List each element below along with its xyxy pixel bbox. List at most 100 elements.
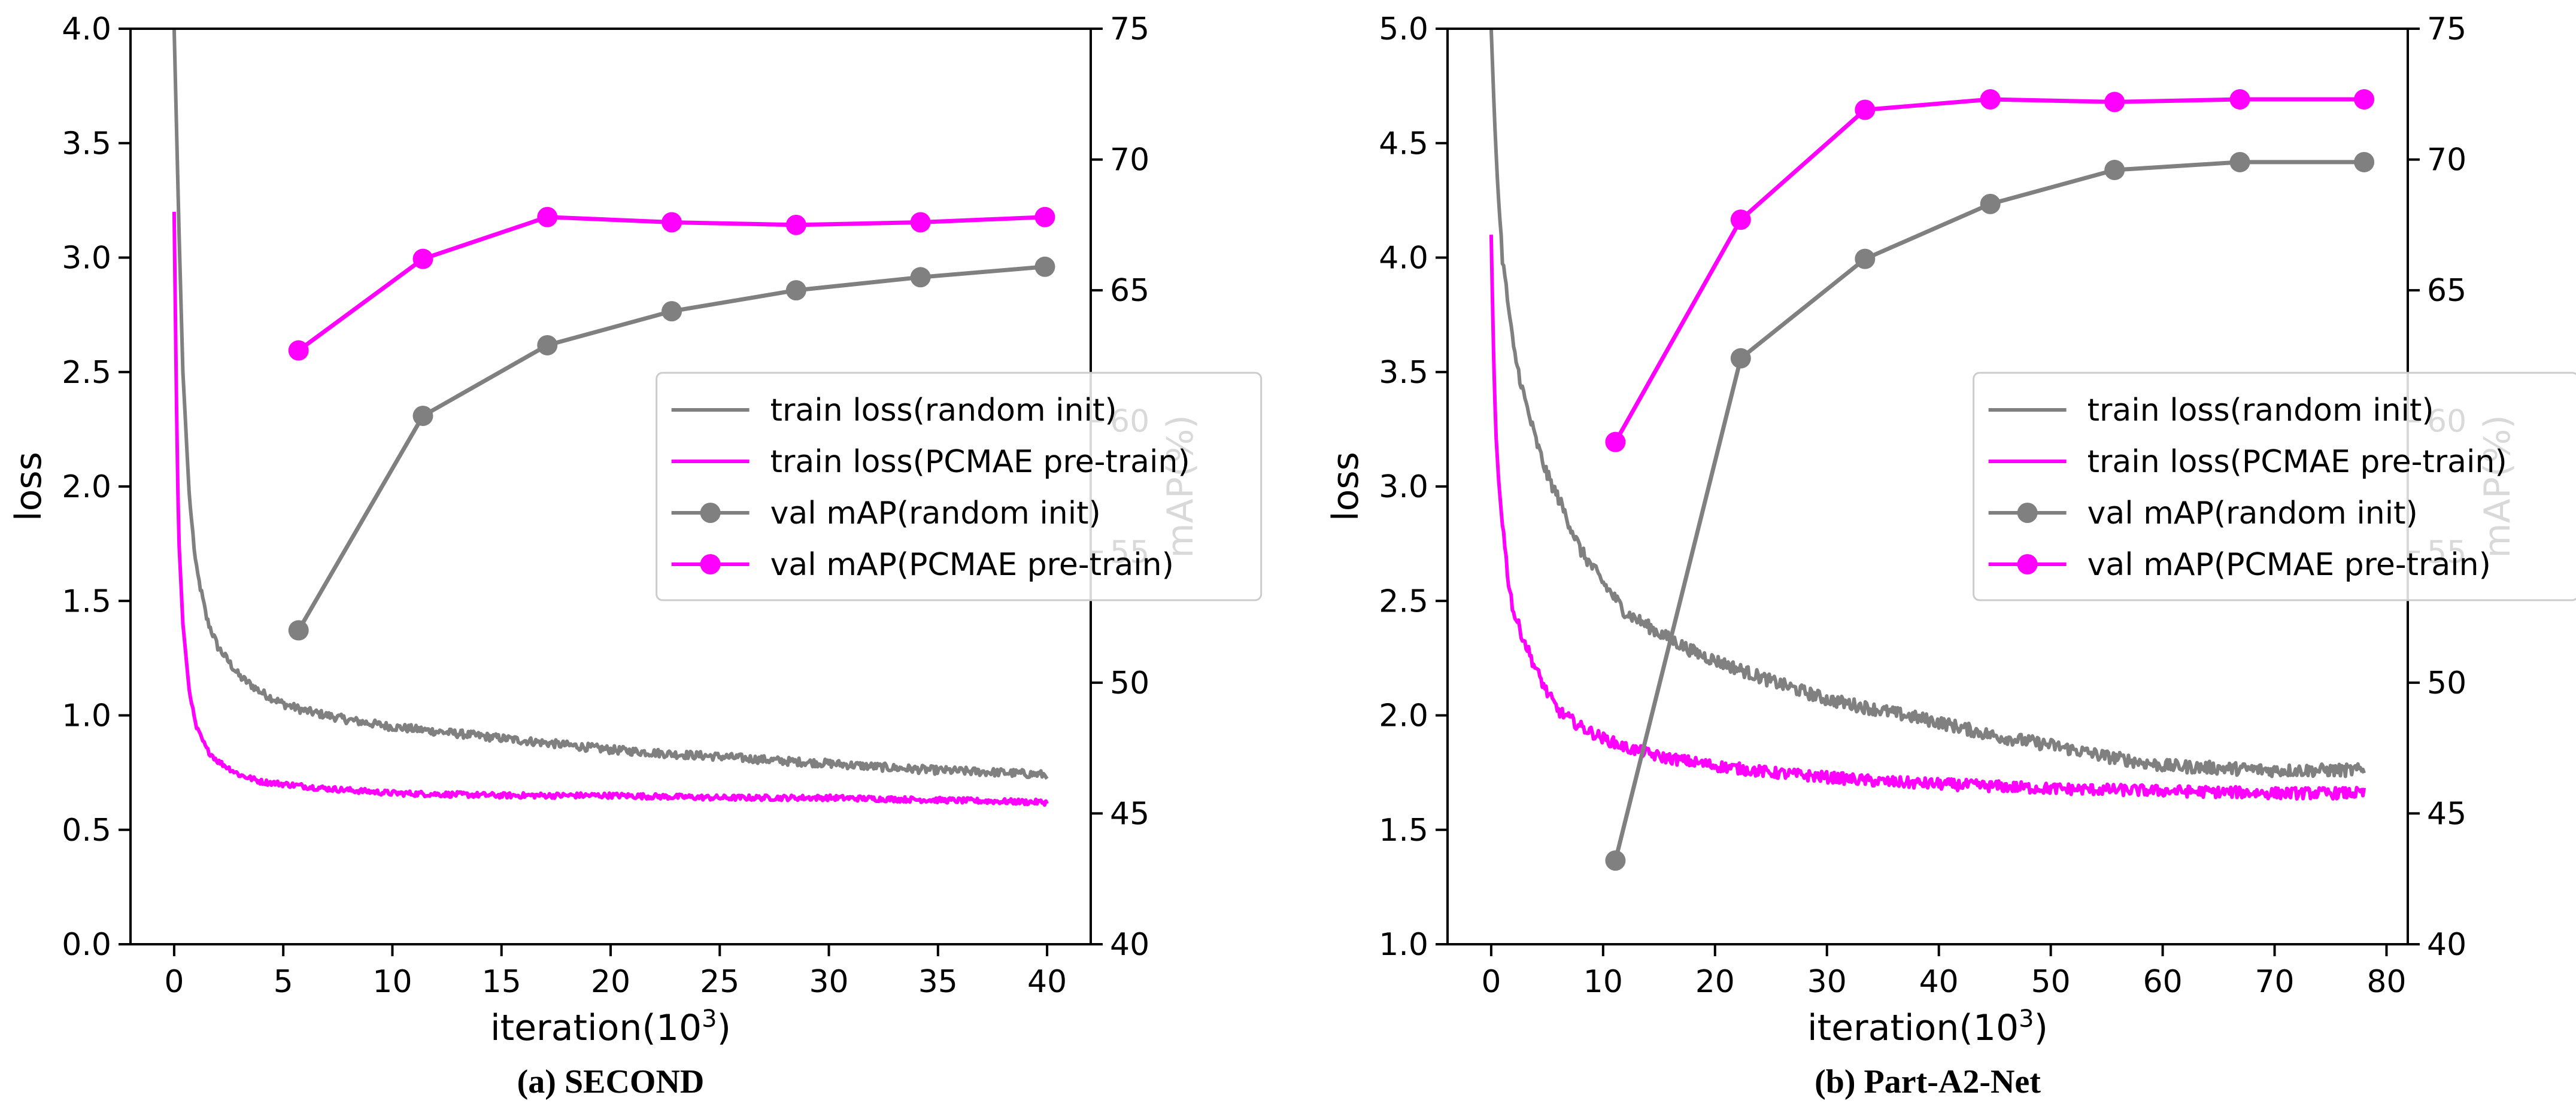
data-point [910, 212, 931, 233]
x-tick-label: 20 [1695, 964, 1735, 1000]
y2-tick-label: 65 [1110, 273, 1149, 309]
y-tick-label: 3.0 [62, 241, 111, 276]
legend-swatch-marker [700, 554, 721, 574]
y2-tick-label: 75 [1110, 11, 1149, 47]
y-tick-label: 3.5 [1379, 355, 1428, 391]
legend-label: train loss(random init) [770, 393, 1117, 428]
y-tick-label: 1.0 [1379, 927, 1428, 963]
data-point [2229, 89, 2250, 110]
y-tick-label: 1.0 [62, 698, 111, 734]
legend-swatch-marker [700, 503, 721, 523]
y2-tick-label: 45 [2427, 796, 2466, 832]
data-point [2104, 160, 2125, 181]
panel-caption: (a) SECOND [517, 1063, 705, 1100]
y-tick-label: 0.5 [62, 813, 111, 849]
x-tick-label: 70 [2255, 964, 2294, 1000]
legend-box [656, 372, 1263, 601]
data-point [1980, 89, 2001, 110]
y-tick-label: 5.0 [1379, 11, 1428, 47]
data-point [537, 206, 558, 227]
y-tick-label: 2.5 [1379, 583, 1428, 619]
x-tick-label: 5 [274, 964, 293, 1000]
y2-tick-label: 70 [2427, 142, 2466, 178]
x-axis-title-exponent: 3 [2019, 1005, 2034, 1033]
legend-swatch-marker [2017, 554, 2038, 574]
data-point [2229, 151, 2250, 172]
data-point [785, 214, 806, 235]
x-tick-label: 30 [1807, 964, 1847, 1000]
x-tick-label: 50 [2031, 964, 2071, 1000]
legend-swatch-marker [2017, 503, 2038, 523]
y-tick-label: 4.0 [1379, 241, 1428, 276]
legend-label: val mAP(PCMAE pre-train) [2087, 547, 2491, 583]
y2-tick-label: 75 [2427, 11, 2466, 47]
y2-tick-label: 40 [1110, 927, 1149, 963]
y2-tick-label: 70 [1110, 142, 1149, 178]
data-point [662, 301, 682, 322]
legend-label: train loss(random init) [2087, 393, 2434, 428]
data-point [412, 248, 433, 269]
data-point [785, 280, 806, 301]
x-axis-title: iteration(103) [490, 1005, 731, 1049]
data-point [537, 334, 558, 355]
x-axis-title-end: ) [2034, 1007, 2048, 1049]
y-tick-label: 2.5 [62, 355, 111, 391]
data-point [2354, 89, 2375, 110]
data-point [2354, 151, 2375, 172]
series-line-2 [1489, 235, 2366, 801]
y-tick-label: 1.5 [1379, 813, 1428, 849]
y2-tick-label: 45 [1110, 796, 1149, 832]
x-axis-title-end: ) [717, 1007, 731, 1049]
y-tick-label: 3.5 [62, 126, 111, 162]
y-axis-title: loss [8, 452, 50, 521]
x-axis-title: iteration(103) [1807, 1005, 2048, 1049]
x-tick-label: 10 [1583, 964, 1623, 1000]
data-point [2104, 92, 2125, 112]
data-point [1855, 248, 1876, 269]
x-tick-label: 15 [482, 964, 521, 1000]
y2-tick-label: 40 [2427, 927, 2466, 963]
y-axis-title: loss [1325, 452, 1367, 521]
x-tick-label: 25 [700, 964, 739, 1000]
y-tick-label: 2.0 [62, 469, 111, 505]
legend-label: val mAP(random init) [770, 495, 1101, 531]
legend-label: val mAP(random init) [2087, 495, 2418, 531]
data-point [412, 405, 433, 426]
panel-caption: (b) Part-A2-Net [1815, 1063, 2041, 1100]
y-tick-label: 4.0 [62, 11, 111, 47]
chart-panel-1: 0 5 10 15 20 25 30 35 40 0.0 0.5 1.0 1.5 2.0 2.5 3.0 3.5… [8, 11, 1263, 1100]
x-tick-label: 40 [1919, 964, 1959, 1000]
x-tick-label: 0 [164, 964, 184, 1000]
x-axis-title-exponent: 3 [702, 1005, 717, 1033]
y-tick-label: 1.5 [62, 583, 111, 619]
data-point [288, 620, 309, 641]
chart-panel-2: 0 10 20 30 40 50 60 70 80 1.0 1.5 2.0 2.5 3.0 3.5 4.0 4.… [1325, 11, 2576, 1100]
data-point [1980, 193, 2001, 214]
x-tick-label: 10 [372, 964, 412, 1000]
legend-label: train loss(PCMAE pre-train) [2087, 444, 2507, 480]
y-tick-label: 2.0 [1379, 698, 1428, 734]
data-point [662, 212, 682, 233]
series-line-2 [172, 211, 1049, 807]
x-axis-title-main: iteration(10 [490, 1007, 702, 1049]
x-tick-label: 20 [591, 964, 630, 1000]
x-tick-label: 80 [2366, 964, 2406, 1000]
y2-tick-label: 50 [2427, 665, 2466, 701]
data-point [1605, 431, 1626, 452]
data-point [1605, 850, 1626, 871]
series-line-4 [297, 215, 1045, 352]
data-point [1034, 256, 1055, 277]
x-axis-title-main: iteration(10 [1807, 1007, 2019, 1049]
data-point [1034, 206, 1055, 227]
y2-tick-label: 65 [2427, 273, 2466, 309]
x-tick-label: 30 [809, 964, 848, 1000]
x-tick-label: 0 [1481, 964, 1501, 1000]
y2-tick-label: 50 [1110, 665, 1149, 701]
x-tick-label: 40 [1027, 964, 1067, 1000]
y-tick-label: 3.0 [1379, 469, 1428, 505]
data-point [1730, 209, 1751, 230]
series-line-1 [172, 29, 1049, 780]
data-point [1730, 348, 1751, 369]
legend-label: train loss(PCMAE pre-train) [770, 444, 1190, 480]
